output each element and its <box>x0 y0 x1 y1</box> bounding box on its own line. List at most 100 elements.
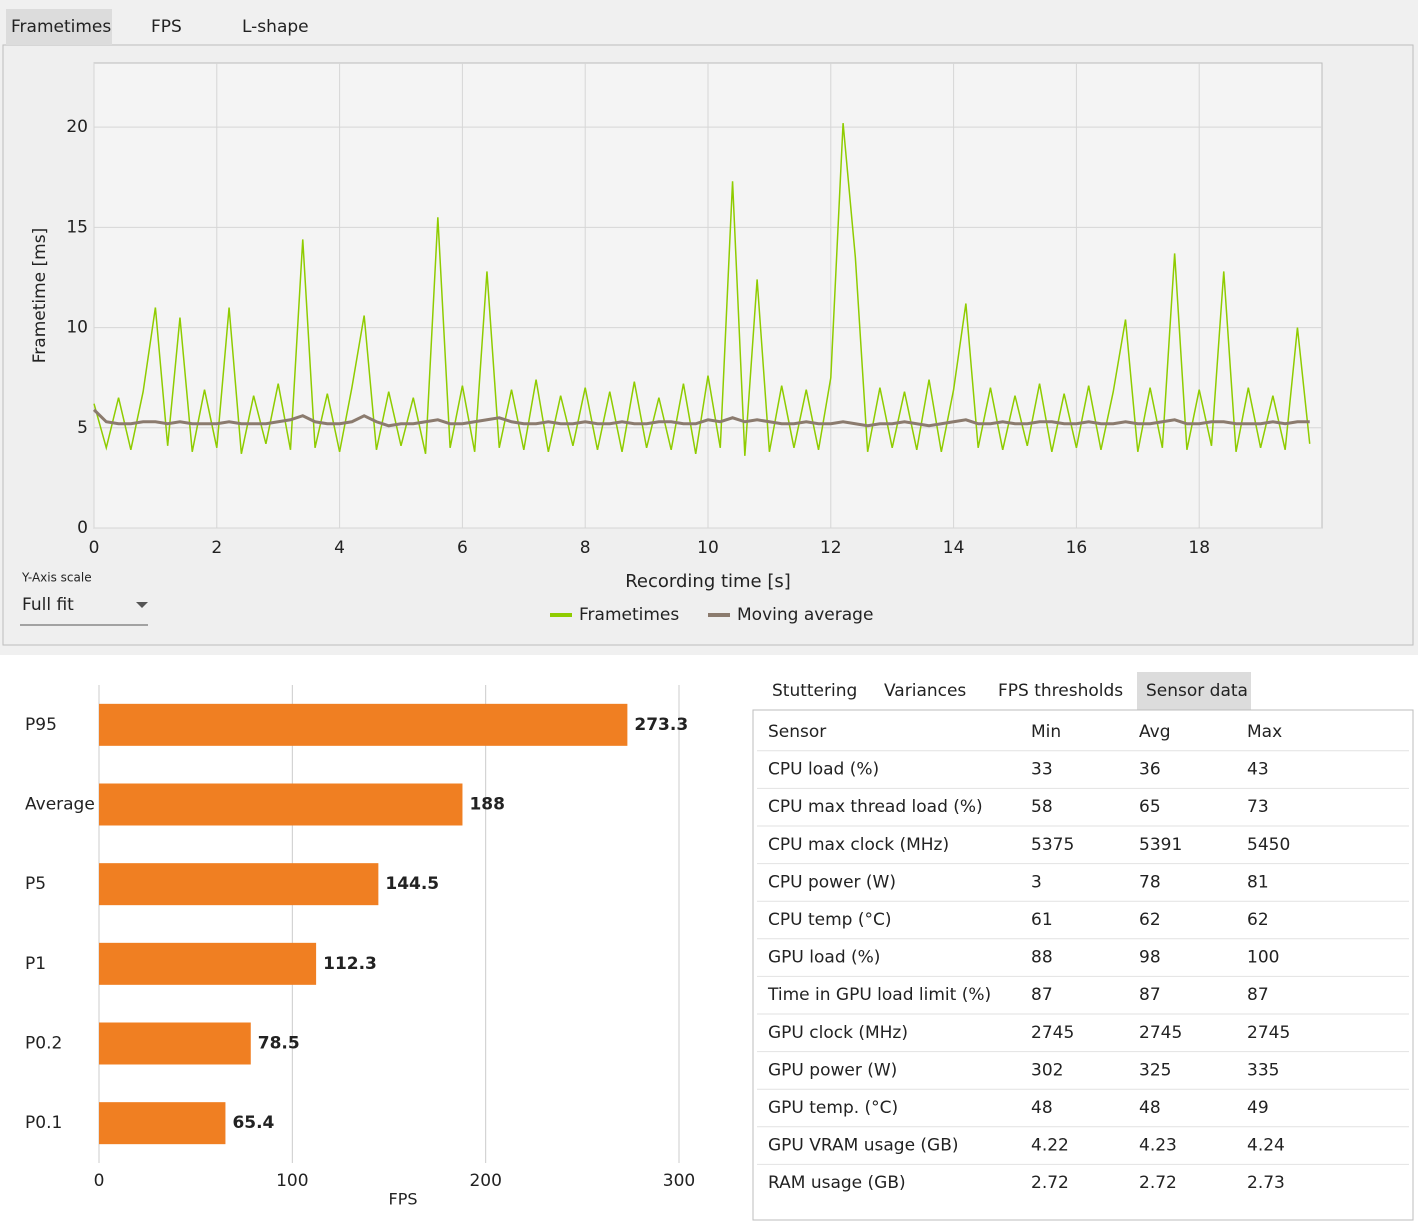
column-header: Sensor <box>768 722 826 742</box>
cell: 5391 <box>1139 835 1182 855</box>
cell: 36 <box>1139 760 1161 780</box>
cell: 81 <box>1247 872 1269 892</box>
sub-tab[interactable]: FPS thresholds <box>998 681 1123 701</box>
cell: GPU temp. (°C) <box>768 1098 898 1118</box>
x-tick-label: 0 <box>94 1171 105 1191</box>
cell: 100 <box>1247 948 1279 968</box>
x-tick-label: 100 <box>276 1171 308 1191</box>
cell: 78 <box>1139 872 1161 892</box>
cell: 65 <box>1139 797 1161 817</box>
cell: CPU load (%) <box>768 760 879 780</box>
x-axis-label: FPS <box>388 1190 417 1209</box>
cell: 62 <box>1139 910 1161 930</box>
cell: 4.24 <box>1247 1136 1285 1156</box>
cell: 335 <box>1247 1060 1279 1080</box>
x-tick-label: 16 <box>1066 538 1088 558</box>
cell: 88 <box>1031 948 1053 968</box>
category-label: P0.1 <box>25 1113 62 1133</box>
bar <box>99 863 379 906</box>
cell: GPU clock (MHz) <box>768 1023 908 1043</box>
cell: 48 <box>1031 1098 1053 1118</box>
value-label: 273.3 <box>634 715 688 735</box>
x-tick-label: 14 <box>943 538 965 558</box>
active-tab <box>6 9 112 45</box>
cell: 48 <box>1139 1098 1161 1118</box>
sub-tab[interactable]: Sensor data <box>1146 681 1248 701</box>
bar <box>99 1102 226 1145</box>
cell: GPU load (%) <box>768 948 880 968</box>
cell: Time in GPU load limit (%) <box>767 985 991 1005</box>
cell: 73 <box>1247 797 1269 817</box>
cell: 87 <box>1031 985 1053 1005</box>
x-tick-label: 300 <box>663 1171 695 1191</box>
column-header: Avg <box>1139 722 1171 742</box>
cell: 87 <box>1247 985 1269 1005</box>
y-axis-scale-value[interactable]: Full fit <box>22 595 74 615</box>
cell: CPU max thread load (%) <box>768 797 983 817</box>
cell: 325 <box>1139 1060 1171 1080</box>
value-label: 112.3 <box>323 954 377 974</box>
column-header: Min <box>1031 722 1061 742</box>
cell: 2.73 <box>1247 1173 1285 1193</box>
category-label: P5 <box>25 874 46 894</box>
cell: 2745 <box>1031 1023 1074 1043</box>
y-tick-label: 5 <box>77 418 88 438</box>
y-tick-label: 15 <box>66 217 88 237</box>
tab[interactable]: Frametimes <box>11 17 111 37</box>
x-tick-label: 2 <box>211 538 222 558</box>
cell: RAM usage (GB) <box>768 1173 906 1193</box>
cell: 98 <box>1139 948 1161 968</box>
sub-tab[interactable]: Stuttering <box>772 681 857 701</box>
x-tick-label: 0 <box>89 538 100 558</box>
tab[interactable]: FPS <box>151 17 182 37</box>
tab[interactable]: L-shape <box>242 17 309 37</box>
value-label: 188 <box>469 795 505 815</box>
bar <box>99 783 463 826</box>
x-tick-label: 12 <box>820 538 842 558</box>
bar <box>99 942 317 985</box>
y-axis-label: Frametime [ms] <box>30 228 50 363</box>
cell: 2.72 <box>1031 1173 1069 1193</box>
category-label: P1 <box>25 954 46 974</box>
cell: 33 <box>1031 760 1053 780</box>
category-label: P0.2 <box>25 1034 62 1054</box>
x-tick-label: 18 <box>1188 538 1210 558</box>
cell: GPU power (W) <box>768 1060 897 1080</box>
y-tick-label: 10 <box>66 318 88 338</box>
cell: 43 <box>1247 760 1269 780</box>
value-label: 144.5 <box>385 874 439 894</box>
cell: CPU temp (°C) <box>768 910 891 930</box>
dropdown-arrow <box>136 602 148 608</box>
x-tick-label: 10 <box>697 538 719 558</box>
cell: 5450 <box>1247 835 1290 855</box>
cell: GPU VRAM usage (GB) <box>768 1136 959 1156</box>
y-tick-label: 0 <box>77 518 88 538</box>
series-line <box>92 408 1310 428</box>
x-tick-label: 6 <box>457 538 468 558</box>
bar <box>99 1022 251 1065</box>
series-line <box>93 123 1311 456</box>
x-tick-label: 8 <box>580 538 591 558</box>
column-header: Max <box>1247 722 1282 742</box>
active-sub-tab <box>1137 672 1251 710</box>
legend-label: Frametimes <box>579 605 679 625</box>
cell: 62 <box>1247 910 1269 930</box>
cell: 2745 <box>1247 1023 1290 1043</box>
bar <box>99 703 628 746</box>
category-label: Average <box>25 795 95 815</box>
cell: CPU power (W) <box>768 872 896 892</box>
cell: 2745 <box>1139 1023 1182 1043</box>
y-axis-scale-label: Y-Axis scale <box>21 571 92 585</box>
cell: 302 <box>1031 1060 1063 1080</box>
table-frame <box>752 709 1414 1221</box>
value-label: 65.4 <box>232 1113 274 1133</box>
cell: 61 <box>1031 910 1053 930</box>
y-tick-label: 20 <box>66 117 88 137</box>
cell: 58 <box>1031 797 1053 817</box>
sub-tab[interactable]: Variances <box>884 681 966 701</box>
legend-label: Moving average <box>737 605 873 625</box>
x-tick-label: 4 <box>334 538 345 558</box>
value-label: 78.5 <box>258 1034 300 1054</box>
cell: 87 <box>1139 985 1161 1005</box>
